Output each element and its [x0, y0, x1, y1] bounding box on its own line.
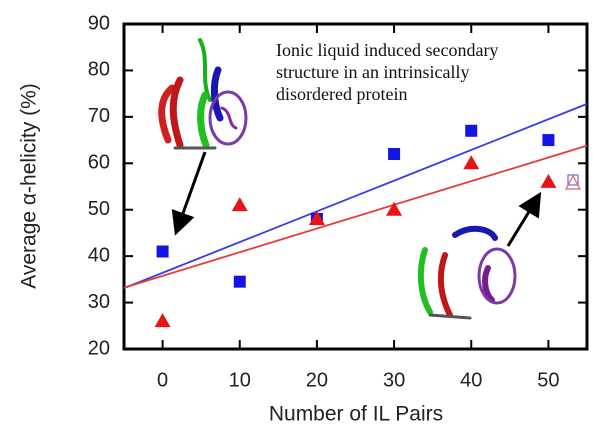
arrow — [506, 191, 542, 247]
square-marker — [156, 245, 169, 258]
square-marker — [465, 124, 478, 137]
annotation: Ionic liquid induced secondary — [276, 40, 498, 60]
x-tick-label: 50 — [537, 369, 559, 391]
triangle-marker — [308, 211, 325, 225]
protein-right — [417, 225, 517, 320]
y-tick-label: 70 — [88, 105, 110, 127]
arrow — [171, 151, 207, 236]
x-tick-label: 0 — [157, 369, 168, 391]
y-tick-label: 40 — [88, 244, 110, 266]
annotation: structure in an intrinsically — [276, 62, 469, 82]
y-tick-label: 80 — [88, 59, 110, 81]
y-axis-title: Average α-helicity (%) — [18, 83, 41, 289]
triangle-marker — [540, 173, 557, 188]
fit-line — [123, 103, 588, 290]
x-tick-label: 20 — [306, 369, 328, 391]
y-tick-label: 60 — [88, 152, 110, 174]
triangle-marker — [463, 155, 480, 170]
plot-frame — [122, 22, 589, 351]
marker-icon — [564, 174, 582, 190]
plot-area: 20 30 40 50 60 70 80 90 0 10 20 30 40 50 — [88, 12, 589, 391]
square-marker — [233, 275, 246, 288]
x-tick-label: 10 — [229, 369, 251, 391]
triangle-marker — [154, 313, 171, 328]
triangle-marker — [386, 201, 403, 216]
x-tick-label: 30 — [383, 369, 405, 391]
square-marker — [542, 134, 555, 147]
y-tick-label: 90 — [88, 12, 110, 34]
fit-line — [123, 144, 588, 289]
protein-left — [158, 38, 248, 150]
triangle-marker — [231, 197, 248, 212]
x-tick-label: 40 — [460, 369, 482, 391]
annotation: disordered protein — [276, 84, 407, 104]
square-marker — [388, 148, 401, 160]
y-tick-label: 50 — [88, 198, 110, 220]
y-tick-label: 20 — [88, 337, 110, 359]
x-axis-title: Number of IL Pairs — [269, 403, 443, 426]
y-tick-label: 30 — [88, 291, 110, 313]
